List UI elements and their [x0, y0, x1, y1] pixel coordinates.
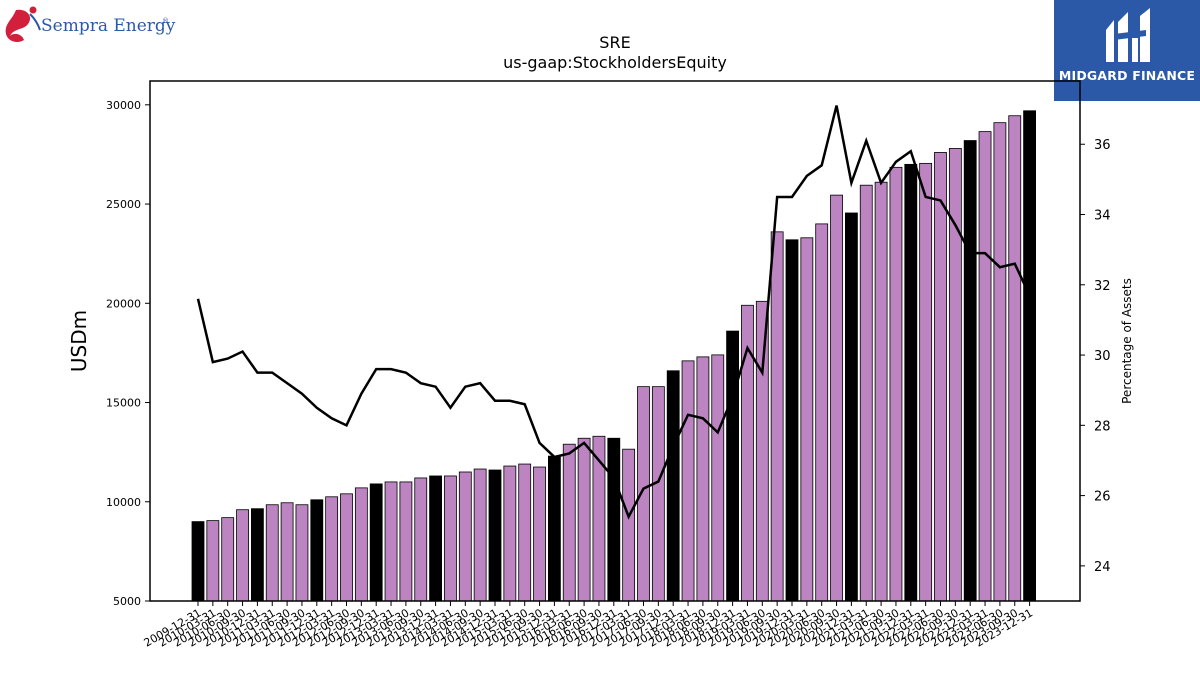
- logo-left-mark: ®: [162, 17, 169, 25]
- bar: [488, 469, 502, 602]
- bar: [622, 448, 636, 602]
- y2-tick-label: 32: [1094, 279, 1111, 294]
- y2-tick-label: 34: [1094, 209, 1111, 224]
- bar: [1023, 110, 1036, 602]
- bar: [1008, 115, 1022, 602]
- bar: [562, 443, 576, 602]
- y-tick-label: 5000: [113, 595, 141, 608]
- y-axis-right: 24 26 28 30 32 34 36: [1080, 138, 1111, 575]
- bar: [815, 223, 829, 602]
- bar: [696, 356, 710, 602]
- sempra-flame-logo-icon: [5, 6, 41, 43]
- bar: [651, 386, 665, 602]
- bar: [473, 468, 487, 602]
- y-tick-label: 20000: [106, 297, 141, 310]
- x-axis: 2009-12-312010-03-312010-06-302010-09-30…: [142, 601, 1035, 650]
- bar: [770, 231, 784, 602]
- chart-title: SRE: [599, 33, 630, 52]
- bar: [755, 300, 769, 602]
- y2-axis-label: Percentage of Assets: [1120, 278, 1134, 404]
- y2-tick-label: 24: [1094, 560, 1111, 575]
- bar: [577, 437, 591, 602]
- y-tick-label: 10000: [106, 496, 141, 509]
- bar: [280, 502, 294, 602]
- bar: [874, 181, 888, 602]
- bar: [503, 465, 517, 602]
- bar: [191, 521, 205, 602]
- y-tick-label: 30000: [106, 99, 141, 112]
- bar: [666, 370, 680, 602]
- bar: [340, 493, 353, 602]
- bar: [548, 455, 561, 602]
- bar: [295, 504, 309, 602]
- bar: [830, 194, 843, 602]
- bar: [993, 122, 1007, 602]
- bar: [369, 483, 383, 602]
- bar: [250, 508, 264, 602]
- y-tick-label: 15000: [106, 397, 141, 410]
- bar: [845, 212, 858, 602]
- bar: [429, 475, 443, 602]
- bar: [963, 140, 977, 602]
- bar: [310, 499, 324, 602]
- bar: [607, 437, 621, 602]
- bar: [681, 360, 695, 602]
- bar: [518, 463, 532, 602]
- y2-tick-label: 30: [1094, 349, 1111, 364]
- plot-frame: [149, 80, 1081, 602]
- bars-group: [191, 110, 1036, 602]
- bar: [859, 184, 873, 602]
- bar: [414, 477, 428, 602]
- bar: [399, 481, 413, 602]
- y2-tick-label: 26: [1094, 490, 1111, 505]
- bar: [354, 487, 368, 602]
- bar: [444, 475, 457, 602]
- y-axis-left: 5000 10000 15000 20000 25000 30000: [106, 99, 150, 608]
- bar: [236, 509, 249, 602]
- y2-tick-label: 28: [1094, 419, 1111, 434]
- bar: [206, 520, 220, 602]
- bar: [978, 131, 992, 602]
- chart-subtitle: us-gaap:StockholdersEquity: [503, 53, 727, 72]
- bar: [325, 496, 339, 602]
- bar: [384, 481, 398, 602]
- bar: [221, 517, 235, 602]
- y-tick-label: 25000: [106, 198, 141, 211]
- bar: [934, 152, 947, 602]
- y-axis-label: USDm: [67, 310, 91, 372]
- bar: [265, 504, 279, 602]
- bar: [726, 330, 739, 602]
- bar: [711, 354, 725, 602]
- midgard-finance-logo-icon: [1106, 8, 1150, 62]
- bar: [800, 237, 814, 602]
- sempra-energy-logo: Sempra Energy ®: [4, 4, 176, 46]
- bar: [919, 162, 933, 602]
- bar: [637, 386, 650, 602]
- logo-left-text: Sempra Energy: [41, 16, 176, 36]
- bar: [533, 466, 546, 602]
- bar: [904, 163, 918, 602]
- percentage-line: [196, 105, 1031, 520]
- y2-tick-label: 36: [1094, 138, 1111, 153]
- bar: [785, 239, 799, 602]
- bar: [889, 166, 903, 602]
- bar: [458, 471, 472, 602]
- logo-right-text: MIDGARD FINANCE: [1058, 68, 1196, 83]
- midgard-finance-logo: MIDGARD FINANCE: [1054, 0, 1200, 101]
